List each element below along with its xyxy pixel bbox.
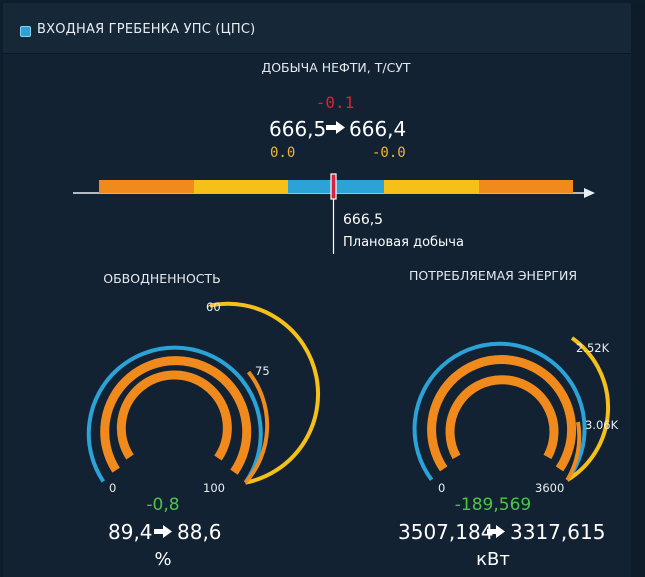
plan-value: 666,5: [343, 212, 384, 228]
water-section-title: ОБВОДНЕННОСТЬ: [103, 271, 221, 286]
oil-right-small: -0.0: [372, 145, 406, 161]
water-max-label: 100: [203, 481, 225, 495]
side-strip: [631, 3, 645, 577]
energy-section-title: ПОТРЕБЛЯЕМАЯ ЭНЕРГИЯ: [408, 268, 578, 283]
water-min-label: 0: [109, 481, 117, 495]
energy-max-label: 3600: [535, 481, 565, 495]
oil-current-marker: [330, 173, 337, 200]
water-unit: %: [154, 549, 172, 570]
water-arrow-icon: [154, 525, 172, 538]
energy-tick-b: 3.06K: [585, 418, 619, 432]
production-panel: ВХОДНАЯ ГРЕБЕНКА УПС (ЦПС): [3, 3, 645, 577]
panel-header: ВХОДНАЯ ГРЕБЕНКА УПС (ЦПС): [3, 3, 631, 54]
panel-title: ВХОДНАЯ ГРЕБЕНКА УПС (ЦПС): [37, 22, 256, 37]
oil-bar-scale: [73, 173, 595, 254]
oil-arrow-icon: [326, 121, 345, 134]
energy-to-value: 3317,615: [510, 520, 606, 544]
energy-min-label: 0: [438, 481, 446, 495]
energy-arrow-icon: [487, 525, 505, 538]
energy-delta: -189,569: [454, 495, 532, 515]
energy-from-value: 3507,184: [398, 520, 494, 544]
water-to-value: 88,6: [177, 520, 222, 544]
water-tick-60: 60: [206, 300, 221, 314]
water-delta: -0,8: [146, 495, 180, 515]
oil-delta: -0.1: [315, 93, 355, 112]
water-from-value: 89,4: [108, 520, 153, 544]
square-bullet-icon: [20, 26, 31, 37]
oil-from-value: 666,5: [269, 117, 327, 141]
oil-to-value: 666,4: [349, 117, 407, 141]
energy-tick-a: 2.52K: [576, 341, 610, 355]
oil-left-small: 0.0: [270, 145, 296, 161]
oil-section-title: ДОБЫЧА НЕФТИ, Т/СУТ: [261, 60, 411, 75]
energy-unit: кВт: [476, 549, 510, 570]
energy-gauge: [412, 336, 611, 482]
water-tick-75: 75: [255, 364, 270, 378]
water-gauge: [86, 301, 321, 485]
plan-label: Плановая добыча: [343, 235, 464, 250]
